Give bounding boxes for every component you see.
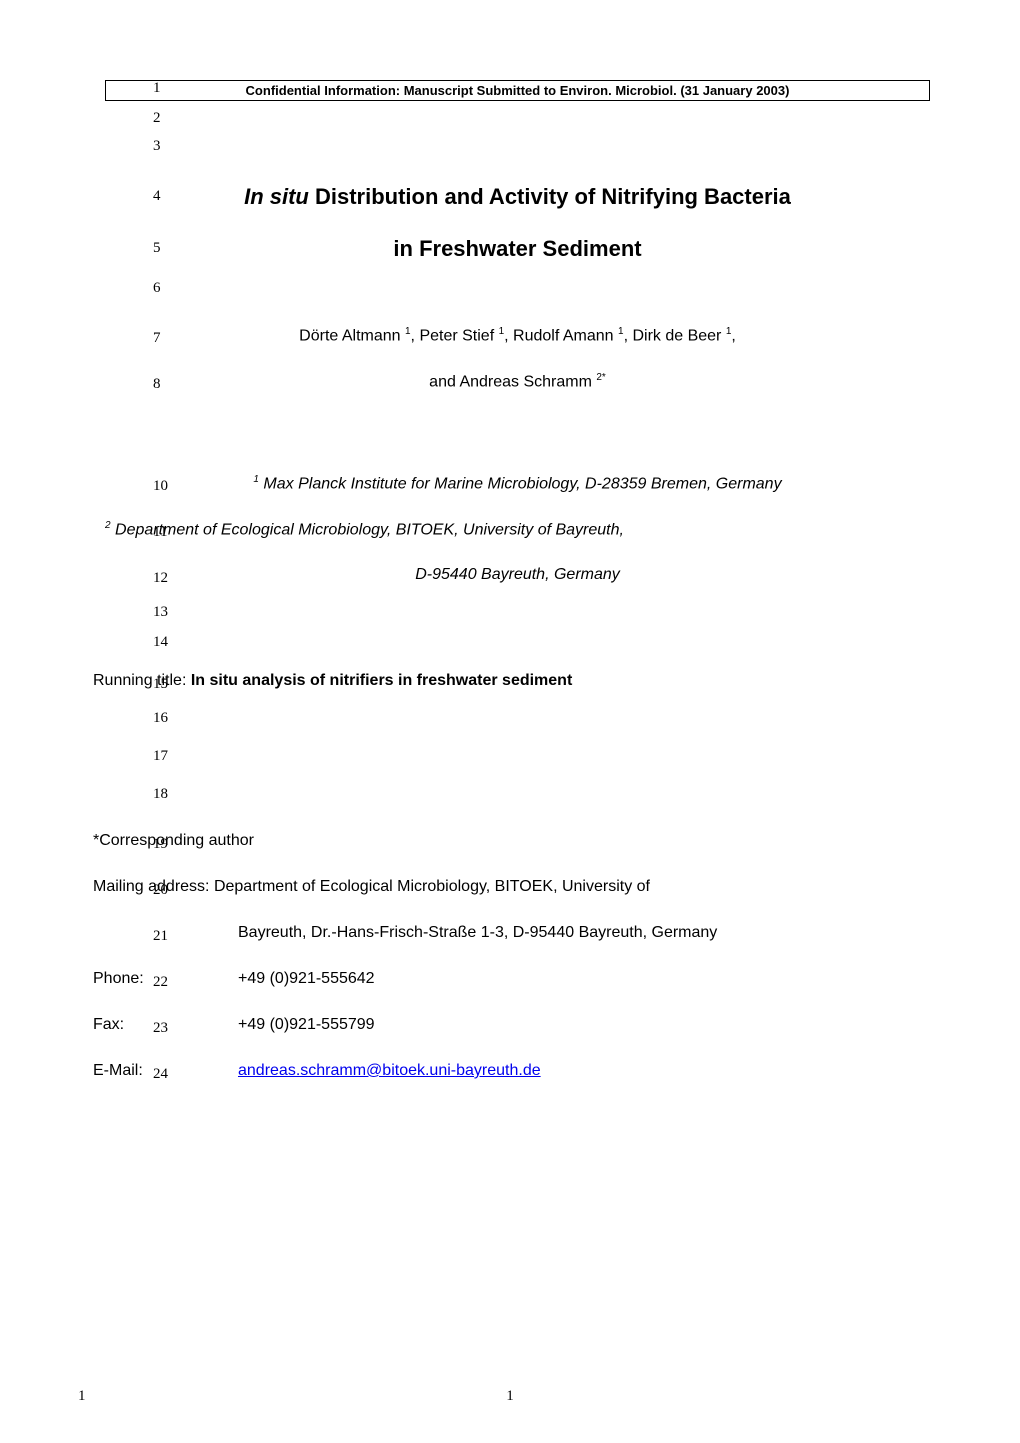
line-number: 4: [153, 188, 161, 205]
affiliation-text: Department of Ecological Microbiology, B…: [111, 521, 624, 538]
affiliation-row-2: 11 2 Department of Ecological Microbiolo…: [75, 520, 930, 558]
affiliation-2-line1: 2 Department of Ecological Microbiology,…: [105, 520, 930, 539]
line-number: 15: [153, 676, 168, 693]
phone-line: Phone:+49 (0)921-555642: [93, 970, 930, 988]
running-title-row: 15 Running title: In situ analysis of ni…: [75, 672, 930, 710]
line-number: 20: [153, 882, 168, 899]
authors-row-1: 7 Dörte Altmann 1, Peter Stief 1, Rudolf…: [75, 326, 930, 364]
mailing-text: Department of Ecological Microbiology, B…: [214, 878, 650, 895]
corresponding-author-row: 19 *Corresponding author: [75, 832, 930, 870]
authors-line1: Dörte Altmann 1, Peter Stief 1, Rudolf A…: [105, 326, 930, 345]
running-title: Running title: In situ analysis of nitri…: [93, 672, 930, 690]
blank-line: 14: [75, 634, 930, 664]
line-number: 1: [153, 80, 161, 97]
line-number: 22: [153, 974, 168, 991]
line-number: 12: [153, 570, 168, 587]
author-name: Dirk de Beer: [632, 327, 725, 344]
author-prefix: and: [429, 373, 459, 390]
line-number: 21: [153, 928, 168, 945]
author-name: Dörte Altmann: [299, 327, 405, 344]
line-number: 3: [153, 138, 161, 155]
footer-left-number: 1: [78, 1388, 86, 1405]
line-number: 7: [153, 330, 161, 347]
blank-line: 3: [75, 138, 930, 176]
running-title-text: In situ analysis of nitrifiers in freshw…: [191, 672, 572, 689]
title-italic-part: In situ: [244, 184, 309, 209]
footer-center-number: 1: [506, 1388, 514, 1405]
title-row-2: 5 in Freshwater Sediment: [75, 236, 930, 280]
line-number: 5: [153, 240, 161, 257]
fax-line: Fax:+49 (0)921-555799: [93, 1016, 930, 1034]
confidential-box: Confidential Information: Manuscript Sub…: [105, 80, 930, 101]
author-sup: 2*: [596, 372, 605, 383]
line-number: 23: [153, 1020, 168, 1037]
paper-title-line1: In situ Distribution and Activity of Nit…: [105, 184, 930, 210]
title-rest-part: Distribution and Activity of Nitrifying …: [309, 184, 791, 209]
email-row: 24 E-Mail:andreas.schramm@bitoek.uni-bay…: [75, 1062, 930, 1100]
affiliation-row-3: 12 D-95440 Bayreuth, Germany: [75, 566, 930, 604]
line-number: 14: [153, 634, 168, 651]
line-number: 6: [153, 280, 161, 297]
fax-row: 23 Fax:+49 (0)921-555799: [75, 1016, 930, 1054]
phone-value: +49 (0)921-555642: [238, 970, 375, 988]
blank-line: 2: [75, 118, 930, 138]
email-line: E-Mail:andreas.schramm@bitoek.uni-bayreu…: [93, 1062, 930, 1080]
line-number: 17: [153, 748, 168, 765]
mailing-address-row-2: 21 Bayreuth, Dr.-Hans-Frisch-Straße 1-3,…: [75, 924, 930, 962]
author-sep: ,: [731, 327, 735, 344]
blank-line: 6: [75, 280, 930, 318]
author-sep: ,: [504, 327, 513, 344]
affiliation-1: 1 Max Planck Institute for Marine Microb…: [105, 474, 930, 493]
fax-value: +49 (0)921-555799: [238, 1016, 375, 1034]
title-row-1: 4 In situ Distribution and Activity of N…: [75, 184, 930, 228]
paper-title-line2: in Freshwater Sediment: [105, 236, 930, 262]
corresponding-author-label: *Corresponding author: [93, 832, 930, 850]
line-number: 19: [153, 836, 168, 853]
blank-line: [75, 410, 930, 466]
affiliation-row-1: 10 1 Max Planck Institute for Marine Mic…: [75, 474, 930, 512]
mailing-address-row-1: 20 Mailing address: Department of Ecolog…: [75, 878, 930, 916]
blank-line: 17: [75, 748, 930, 786]
affiliation-2-line2: D-95440 Bayreuth, Germany: [105, 566, 930, 584]
line-number: 2: [153, 110, 161, 127]
line-number: 24: [153, 1066, 168, 1083]
confidential-text: Confidential Information: Manuscript Sub…: [114, 83, 921, 98]
author-name: Rudolf Amann: [513, 327, 618, 344]
author-name: Andreas Schramm: [459, 373, 596, 390]
authors-line2: and Andreas Schramm 2*: [105, 372, 930, 391]
blank-line: 13: [75, 604, 930, 634]
mailing-line1: Mailing address: Department of Ecologica…: [93, 878, 930, 896]
header-row: 1 Confidential Information: Manuscript S…: [75, 80, 930, 118]
authors-row-2: 8 and Andreas Schramm 2*: [75, 372, 930, 410]
line-number: 8: [153, 376, 161, 393]
line-number: 11: [153, 524, 167, 541]
blank-line: 18: [75, 786, 930, 824]
running-title-label: Running title:: [93, 672, 191, 689]
phone-row: 22 Phone:+49 (0)921-555642: [75, 970, 930, 1008]
mailing-line2: Bayreuth, Dr.-Hans-Frisch-Straße 1-3, D-…: [238, 924, 930, 942]
author-name: Peter Stief: [419, 327, 498, 344]
line-number: 18: [153, 786, 168, 803]
line-number: 10: [153, 478, 168, 495]
line-number: 13: [153, 604, 168, 621]
email-link[interactable]: andreas.schramm@bitoek.uni-bayreuth.de: [238, 1062, 541, 1080]
blank-line: 16: [75, 710, 930, 748]
line-number: 16: [153, 710, 168, 727]
affiliation-text: Max Planck Institute for Marine Microbio…: [259, 475, 782, 492]
